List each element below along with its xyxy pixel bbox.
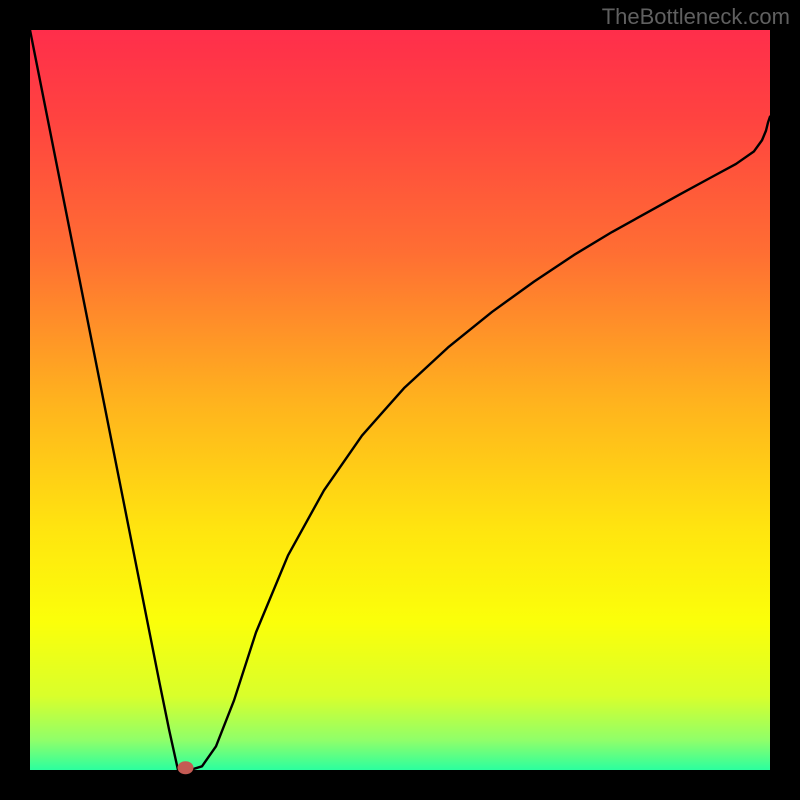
- plot-gradient-background: [30, 30, 770, 770]
- chart-svg: [0, 0, 800, 800]
- chart-frame: TheBottleneck.com: [0, 0, 800, 800]
- optimum-marker: [178, 761, 194, 774]
- attribution-text: TheBottleneck.com: [602, 4, 790, 30]
